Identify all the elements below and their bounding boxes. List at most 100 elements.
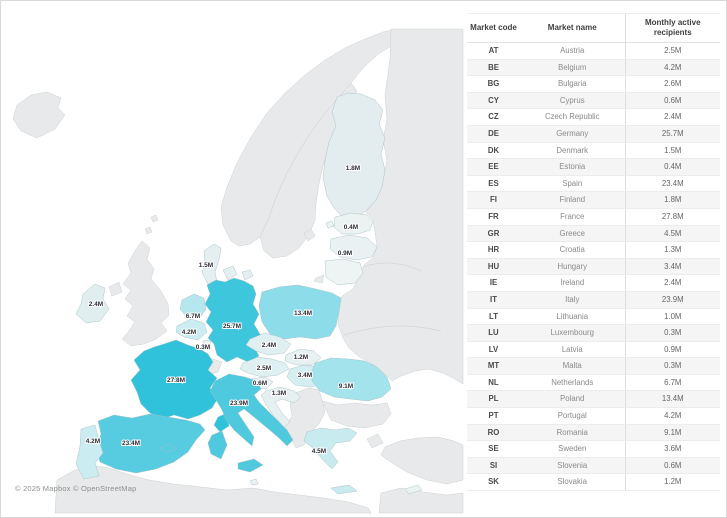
map-island-balearics[interactable] — [159, 443, 178, 453]
map-country-pt[interactable] — [75, 424, 104, 480]
cell-market-name: Spain — [520, 175, 625, 193]
map-eu-countries — [75, 92, 423, 495]
map-label-gr: 4.5M — [312, 448, 326, 455]
map-country-pl[interactable] — [258, 284, 342, 340]
cell-monthly-active-recipients: 1.5M — [624, 142, 720, 160]
map-label-ro: 9.1M — [339, 383, 353, 390]
cell-monthly-active-recipients: 1.2M — [624, 473, 720, 492]
map-country-it[interactable] — [209, 373, 294, 447]
cell-market-code: BE — [467, 59, 520, 77]
table-row: FI Finland 1.8M — [467, 191, 720, 209]
map-country-cz[interactable] — [245, 332, 292, 356]
map-region-kaliningrad — [313, 274, 325, 284]
map-label-de: 25.7M — [223, 323, 241, 330]
table-row: MT Malta 0.3M — [467, 357, 720, 375]
map-country-at[interactable] — [239, 356, 290, 378]
cell-market-code: SI — [467, 457, 520, 475]
map-label-hu: 3.4M — [298, 372, 312, 379]
cell-market-name: Czech Republic — [520, 108, 625, 126]
cell-market-code: PT — [467, 407, 520, 425]
cell-monthly-active-recipients: 0.6M — [624, 457, 720, 475]
map-country-de[interactable] — [204, 277, 262, 363]
map-label-es: 23.4M — [122, 440, 140, 447]
table-row: PT Portugal 4.2M — [467, 407, 720, 425]
table-row: CZ Czech Republic 2.4M — [467, 108, 720, 126]
map-label-fr: 27.8M — [167, 377, 185, 384]
map-country-lu[interactable] — [202, 339, 212, 351]
map-country-cy[interactable] — [404, 484, 423, 495]
map-island-sicily[interactable] — [237, 458, 264, 473]
map-label-lv: 0.9M — [338, 250, 352, 257]
map-country-sk[interactable] — [284, 348, 322, 366]
map-attribution[interactable]: © 2025 Mapbox © OpenStreetMap — [15, 484, 137, 493]
table-row: IE Ireland 2.4M — [467, 274, 720, 292]
cell-monthly-active-recipients: 2.5M — [624, 42, 720, 60]
map-label-si: 0.6M — [253, 380, 267, 387]
map-label-dk: 1.5M — [199, 262, 213, 269]
table-header-row: Market code Market name Monthly active r… — [467, 13, 720, 43]
table-row: NL Netherlands 6.7M — [467, 374, 720, 392]
cell-market-code: GR — [467, 225, 520, 243]
map-country-fi[interactable] — [322, 92, 386, 219]
map-island-bornholm[interactable] — [241, 269, 254, 281]
map-country-bulgaria — [321, 400, 392, 429]
map-island-shetland — [150, 214, 159, 223]
cell-market-name: Ireland — [520, 274, 625, 292]
table-row: HU Hungary 3.4M — [467, 258, 720, 276]
map-island-saaremaa[interactable] — [325, 220, 335, 229]
cell-market-code: IE — [467, 274, 520, 292]
cell-monthly-active-recipients: 1.3M — [624, 241, 720, 259]
map-country-ie[interactable] — [75, 283, 110, 324]
cell-market-code: ES — [467, 175, 520, 193]
map-border-belarus — [362, 262, 422, 272]
map-label-ie: 2.4M — [89, 301, 103, 308]
map-label-be: 4.2M — [182, 329, 196, 336]
cell-market-code: AT — [467, 42, 520, 60]
cell-market-code: CZ — [467, 108, 520, 126]
map-country-mt[interactable] — [249, 478, 259, 486]
table-row: FR France 27.8M — [467, 208, 720, 226]
map-label-at: 2.5M — [257, 365, 271, 372]
table-row: LU Luxembourg 0.3M — [467, 324, 720, 342]
map-island-crete[interactable] — [330, 484, 358, 495]
map-country-ro[interactable] — [311, 357, 392, 402]
map-country-lv[interactable] — [329, 234, 378, 261]
column-header-market-name: Market name — [520, 13, 625, 43]
cell-market-name: Poland — [520, 390, 625, 409]
map-country-fr[interactable] — [130, 339, 219, 420]
cell-monthly-active-recipients: 0.6M — [624, 92, 720, 110]
map-country-es[interactable] — [95, 413, 206, 474]
table-row: SI Slovenia 0.6M — [467, 457, 720, 475]
map-country-nl[interactable] — [179, 293, 207, 320]
map-country-dk[interactable] — [201, 243, 222, 285]
map-label-fi: 1.8M — [346, 165, 360, 172]
cell-market-code: RO — [467, 424, 520, 442]
cell-monthly-active-recipients: 25.7M — [624, 125, 720, 143]
map-country-hr[interactable] — [260, 386, 302, 428]
table-row: PL Poland 13.4M — [467, 390, 720, 409]
map-country-ee[interactable] — [333, 212, 374, 235]
map-country-united-kingdom — [121, 240, 170, 347]
cell-market-name: Greece — [520, 225, 625, 243]
map-background-countries — [12, 28, 464, 514]
table-row: GR Greece 4.5M — [467, 225, 720, 243]
table-row: IT Italy 23.9M — [467, 291, 720, 309]
cell-monthly-active-recipients: 23.4M — [624, 175, 720, 193]
cell-monthly-active-recipients: 0.9M — [624, 341, 720, 359]
table-row: BG Bulgaria 2.6M — [467, 75, 720, 93]
map-country-lt[interactable] — [324, 258, 364, 286]
map-label-sk: 1.2M — [294, 354, 308, 361]
cell-market-code: PL — [467, 390, 520, 409]
market-table: Market code Market name Monthly active r… — [467, 13, 720, 492]
cell-market-code: LV — [467, 341, 520, 359]
map-island-sardinia[interactable] — [207, 430, 228, 460]
map-island-zealand[interactable] — [222, 265, 238, 281]
map-country-gr[interactable] — [303, 427, 358, 470]
table-row: HR Croatia 1.3M — [467, 241, 720, 259]
cell-market-name: Lithuania — [520, 308, 625, 326]
map-country-be[interactable] — [175, 318, 208, 341]
cell-monthly-active-recipients: 4.5M — [624, 225, 720, 243]
map-region-turkey-nw — [366, 433, 384, 449]
cell-monthly-active-recipients: 6.7M — [624, 374, 720, 392]
